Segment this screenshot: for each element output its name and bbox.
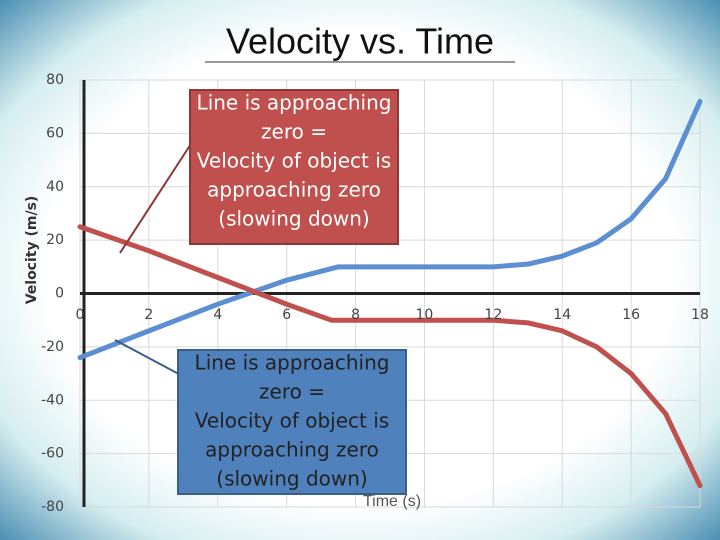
y-axis-label: Velocity (m/s)	[24, 196, 40, 305]
callout-text: zero =	[259, 380, 325, 404]
x-tick-label: 14	[553, 307, 571, 323]
x-tick-label: 18	[691, 307, 709, 323]
x-tick-label: 12	[484, 307, 502, 323]
callout-text: (slowing down)	[218, 207, 369, 231]
series-line	[77, 98, 703, 361]
callout-box	[189, 89, 399, 245]
y-tick-label: 60	[46, 125, 64, 141]
x-tick-label: 8	[351, 307, 360, 323]
callout-text: approaching zero	[205, 438, 379, 462]
y-tick-label: 80	[46, 72, 64, 88]
callout-text: zero =	[261, 120, 327, 144]
annotations: Line is approaching zero = Velocity of obj…	[114, 89, 407, 495]
y-tick-label: 40	[46, 179, 64, 195]
x-axis-label: Time (s)	[363, 493, 421, 510]
x-tick-label: 6	[282, 307, 291, 323]
chart-title: Velocity vs. Time	[226, 21, 494, 62]
callout-text: Line is approaching	[197, 91, 392, 115]
callout-text: Velocity of object is	[197, 149, 391, 173]
callout-box	[177, 349, 407, 495]
callout-text: (slowing down)	[216, 467, 367, 491]
x-tick-label: 2	[144, 307, 153, 323]
x-tick-label: 10	[416, 307, 434, 323]
x-tick-label: 16	[622, 307, 640, 323]
callout-text: Velocity of object is	[195, 409, 389, 433]
y-tick-label: 0	[55, 286, 64, 302]
x-tick-label: 0	[76, 307, 85, 323]
series-line	[77, 224, 703, 489]
callout-line	[119, 129, 201, 254]
x-tick-label: 4	[213, 307, 222, 323]
y-tick-label: 20	[46, 232, 64, 248]
plot	[77, 80, 703, 507]
y-tick-label: -40	[41, 392, 64, 408]
y-tick-label: -80	[41, 499, 64, 515]
y-tick-label: -60	[41, 446, 64, 462]
callout-text: Line is approaching	[195, 351, 390, 375]
callout-text: approaching zero	[207, 178, 381, 202]
y-tick-label: -20	[41, 339, 64, 355]
